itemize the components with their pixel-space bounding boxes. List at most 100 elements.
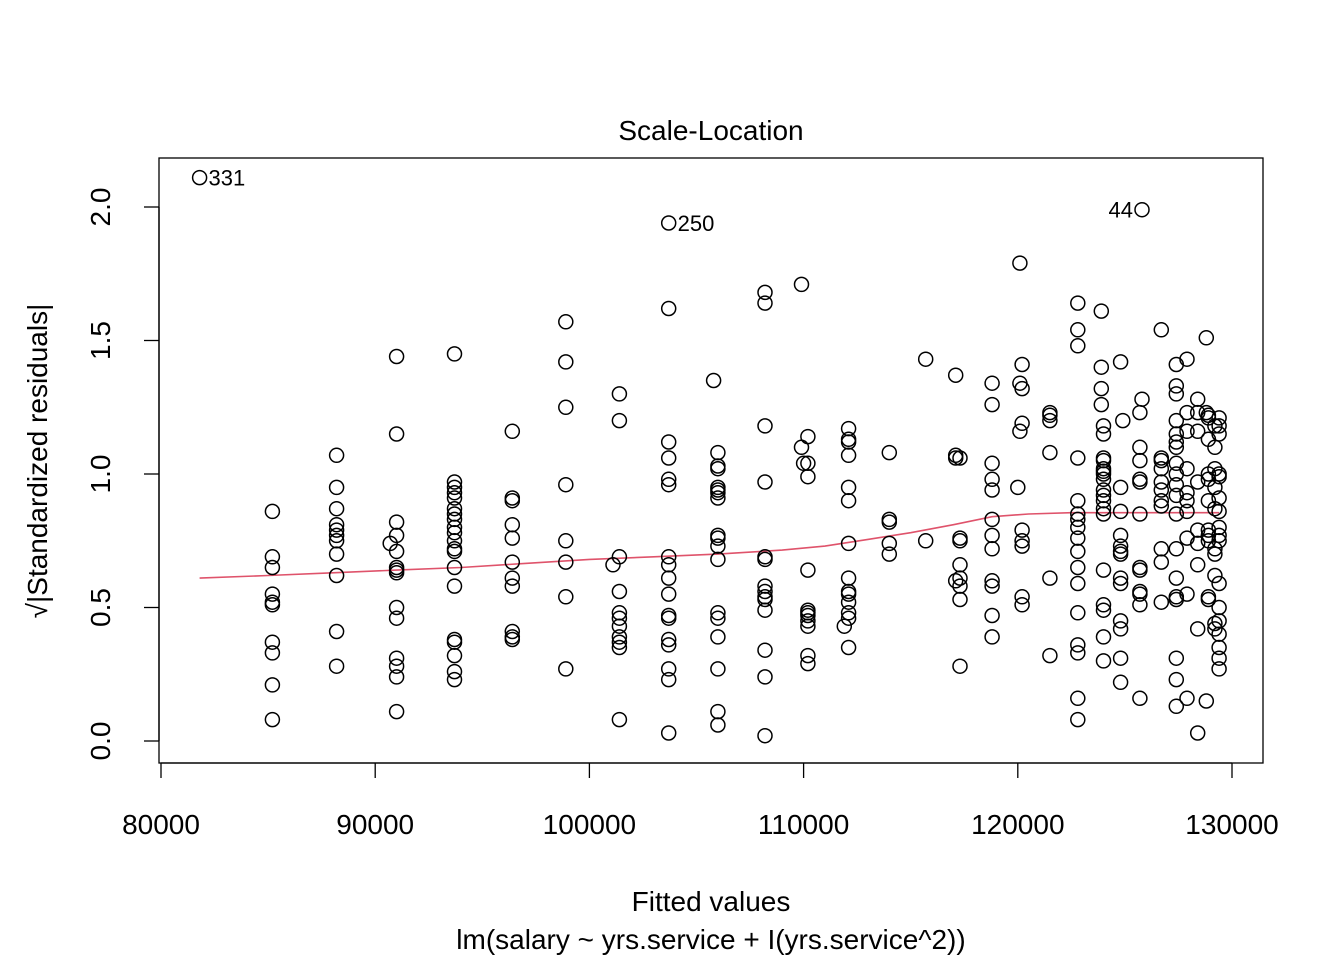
data-point: [1189, 423, 1206, 440]
data-point: [264, 634, 281, 650]
data-point: [1070, 690, 1086, 707]
data-point: [1010, 479, 1026, 496]
data-point: [800, 647, 816, 664]
data-point: [1132, 506, 1148, 522]
data-point: [1211, 613, 1227, 629]
data-point: [328, 546, 345, 562]
data-point: [1112, 479, 1129, 496]
data-point: [1095, 466, 1112, 482]
data-point: [840, 570, 857, 586]
data-point: [1153, 594, 1170, 610]
data-point: [504, 492, 521, 509]
smooth-line: [199, 511, 1220, 579]
data-point: [1014, 415, 1030, 432]
data-point: [1095, 602, 1112, 618]
data-point: [1179, 586, 1195, 602]
data-point: [558, 589, 574, 605]
data-point: [1070, 559, 1086, 576]
data-point: [1132, 690, 1148, 707]
data-point: [1153, 474, 1170, 490]
data-point: [1132, 586, 1148, 602]
data-point: [388, 669, 405, 685]
data-point: [1070, 637, 1086, 653]
data-point: [1153, 554, 1170, 570]
data-point: [984, 573, 1000, 589]
data-point: [328, 447, 345, 464]
data-point: [191, 169, 208, 186]
data-point: [388, 527, 405, 544]
data-point: [1153, 452, 1170, 469]
data-point: [1070, 645, 1086, 661]
data-point: [1132, 452, 1148, 469]
data-point: [611, 634, 628, 650]
data-point: [388, 650, 405, 666]
y-tick-label: 0.5: [85, 588, 116, 627]
data-point: [1042, 412, 1058, 429]
data-point: [1211, 661, 1227, 677]
data-point: [1153, 322, 1170, 338]
data-point: [952, 450, 968, 466]
data-point: [710, 551, 726, 568]
data-point: [1211, 575, 1227, 592]
data-point: [1095, 418, 1112, 434]
data-point: [328, 500, 345, 517]
data-point: [264, 503, 281, 520]
data-point: [446, 490, 463, 506]
data-point: [793, 276, 810, 293]
x-tick-label: 100000: [543, 809, 636, 840]
data-point: [1168, 356, 1185, 373]
data-point: [1153, 541, 1170, 557]
data-point: [705, 372, 722, 389]
data-point: [388, 658, 405, 674]
model-subtitle: lm(salary ~ yrs.service + I(yrs.service^…: [456, 924, 965, 955]
data-point: [1095, 597, 1112, 613]
data-point: [1211, 418, 1227, 434]
data-point: [1070, 605, 1086, 621]
data-point: [1168, 541, 1185, 557]
data-point: [446, 671, 463, 688]
data-point: [558, 354, 574, 370]
data-point: [952, 557, 968, 573]
data-point: [446, 559, 463, 576]
data-point: [1112, 575, 1129, 592]
data-point: [984, 511, 1000, 528]
data-point: [710, 530, 726, 546]
data-point: [388, 703, 405, 720]
data-point: [1168, 476, 1185, 493]
data-point: [793, 439, 810, 456]
data-point: [1095, 506, 1112, 522]
data-point: [952, 591, 968, 608]
x-tick-label: 90000: [336, 809, 414, 840]
data-point: [660, 471, 677, 488]
data-point: [710, 538, 726, 554]
data-point: [1207, 418, 1223, 434]
data-point: [328, 623, 345, 640]
data-point: [1012, 255, 1028, 271]
smooth-line-layer: [199, 511, 1220, 579]
data-point: [446, 578, 463, 594]
data-point: [757, 642, 773, 658]
data-point: [1211, 599, 1227, 616]
data-point: [1014, 589, 1030, 605]
data-point: [1168, 439, 1185, 456]
data-point: [757, 602, 773, 618]
data-point: [611, 618, 628, 634]
data-point: [757, 727, 773, 744]
data-point: [1134, 391, 1150, 407]
data-point: [1168, 506, 1185, 522]
data-point: [757, 418, 773, 434]
data-point: [1132, 474, 1148, 490]
data-point: [611, 639, 628, 656]
data-point: [984, 455, 1000, 472]
data-point: [1132, 597, 1148, 613]
data-point: [1112, 503, 1129, 520]
data-point: [1042, 444, 1058, 461]
data-point: [1070, 492, 1086, 509]
data-point: [757, 295, 773, 311]
data-point: [328, 479, 345, 496]
data-point: [1179, 460, 1195, 477]
data-point: [1042, 407, 1058, 424]
data-point: [1070, 519, 1086, 536]
data-point: [840, 535, 857, 552]
